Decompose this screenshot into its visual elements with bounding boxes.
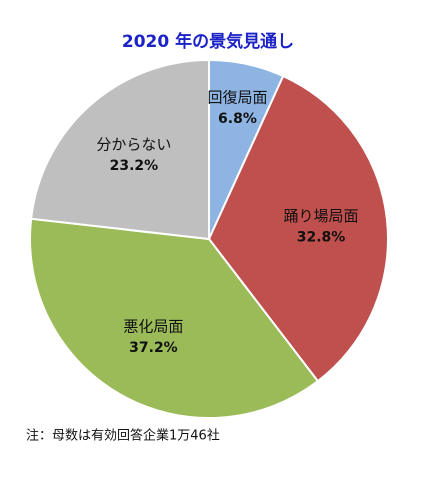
slice-value-label: 37.2% bbox=[129, 340, 178, 356]
pie bbox=[29, 58, 389, 419]
slice-label: 回復局面 bbox=[207, 88, 267, 106]
slice-value-label: 6.8% bbox=[218, 111, 257, 127]
slice-value-label: 23.2% bbox=[110, 158, 159, 174]
pie-slice bbox=[207, 74, 389, 383]
chart-title: 2020 年の景気見通し bbox=[122, 31, 294, 52]
pie-slice bbox=[29, 217, 320, 419]
slice-value-label: 32.8% bbox=[297, 229, 346, 245]
pie-slice bbox=[30, 58, 210, 241]
slice-label: 踊り場局面 bbox=[284, 207, 359, 225]
slice-label: 悪化局面 bbox=[123, 318, 183, 336]
footnote: 注：母数は有効回答企業1万46社 bbox=[26, 428, 220, 444]
slice-label: 分からない bbox=[96, 135, 171, 153]
